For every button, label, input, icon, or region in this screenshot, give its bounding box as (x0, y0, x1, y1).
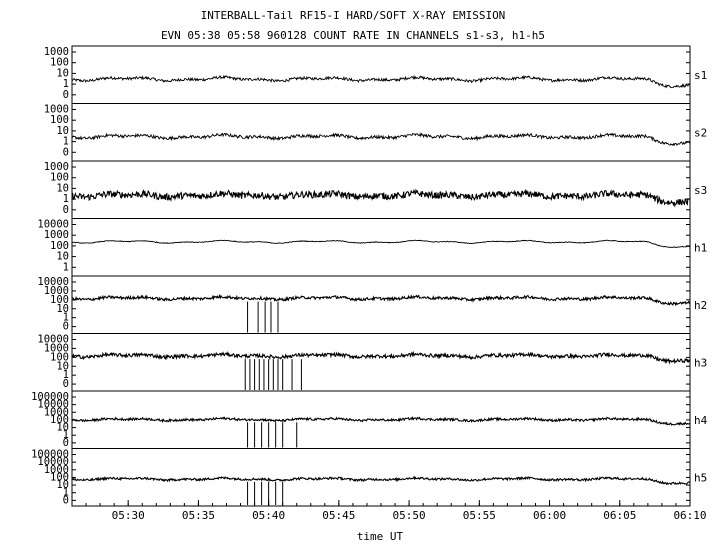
channel-label: h2 (694, 299, 707, 312)
channel-label: s3 (694, 184, 707, 197)
series-line-s2 (71, 132, 691, 147)
y-tick-label: 10000 (37, 456, 69, 468)
y-tick-label: 100 (50, 114, 69, 126)
y-tick-label: 100 (50, 172, 69, 184)
channel-label: h3 (694, 356, 707, 369)
x-tick-label: 06:10 (673, 509, 706, 522)
y-tick-label: 1 (63, 78, 69, 90)
y-tick-label: 1000 (44, 464, 69, 476)
y-tick-label: 0 (63, 437, 69, 449)
x-tick-label: 06:00 (533, 509, 566, 522)
chart-subtitle: EVN 05:38 05:58 960128 COUNT RATE IN CHA… (161, 29, 545, 42)
x-tick-label: 05:50 (393, 509, 426, 522)
panel-frame (71, 103, 691, 162)
channel-label: h1 (694, 241, 707, 254)
series-line-h5 (71, 475, 691, 486)
y-tick-label: 10 (56, 303, 69, 315)
y-tick-label: 1000 (44, 342, 69, 354)
panel-frame (71, 275, 691, 334)
y-tick-label: 1000 (44, 406, 69, 418)
y-tick-label: 1000 (44, 104, 69, 116)
y-tick-label: 1 (63, 136, 69, 148)
y-tick-label: 100000 (31, 391, 69, 403)
y-tick-label: 10000 (37, 219, 69, 231)
y-tick-label: 100 (50, 294, 69, 306)
y-tick-label: 0 (63, 321, 69, 333)
y-tick-label: 100 (50, 240, 69, 252)
y-tick-label: 1 (63, 487, 69, 499)
channel-label: h5 (694, 471, 707, 484)
y-tick-label: 100 (50, 471, 69, 483)
y-tick-label: 1 (63, 261, 69, 273)
series-line-s1 (71, 74, 691, 89)
y-tick-label: 0 (63, 89, 69, 101)
panel-frame (71, 160, 691, 219)
channel-label: s2 (694, 126, 707, 139)
y-tick-label: 10 (56, 67, 69, 79)
time-axis: 05:30 05:35 05:40 05:45 05:50 05:55 06:00 06:05… (71, 500, 707, 522)
panel-frame (71, 333, 691, 392)
series-line-h3 (71, 350, 691, 365)
y-tick-label: 10 (56, 125, 69, 137)
y-tick-label: 1000 (44, 229, 69, 241)
x-tick-label: 05:30 (112, 509, 145, 522)
y-tick-label: 1000 (44, 46, 69, 58)
y-tick-label: 1000 (44, 161, 69, 173)
y-tick-label: 0 (63, 146, 69, 158)
channel-panels: 10001001010s110001001010s210001001010s31… (31, 45, 708, 507)
y-tick-label: 100000 (31, 449, 69, 461)
panel-frame (71, 45, 691, 104)
y-tick-label: 1 (63, 429, 69, 441)
y-tick-label: 100 (50, 351, 69, 363)
x-tick-label: 05:35 (182, 509, 215, 522)
y-tick-label: 1 (63, 369, 69, 381)
channel-label: h4 (694, 414, 708, 427)
y-tick-label: 0 (63, 204, 69, 216)
x-axis-label: time UT (357, 530, 404, 543)
x-tick-label: 06:05 (603, 509, 636, 522)
y-tick-label: 100 (50, 414, 69, 426)
y-tick-label: 10 (56, 479, 69, 491)
y-tick-label: 1000 (44, 285, 69, 297)
channel-label: s1 (694, 69, 707, 82)
y-tick-label: 10 (56, 360, 69, 372)
y-tick-label: 0 (63, 494, 69, 506)
series-line-h4 (71, 415, 691, 426)
y-tick-label: 10 (56, 422, 69, 434)
x-tick-label: 05:40 (252, 509, 285, 522)
y-tick-label: 10000 (37, 334, 69, 346)
series-line-h1 (71, 239, 691, 249)
y-tick-label: 10 (56, 251, 69, 263)
y-tick-label: 1 (63, 193, 69, 205)
series-line-h2 (71, 293, 691, 307)
y-tick-label: 0 (63, 378, 69, 390)
y-tick-label: 100 (50, 57, 69, 69)
y-tick-label: 1 (63, 312, 69, 324)
y-tick-label: 10000 (37, 399, 69, 411)
series-line-s3 (71, 188, 691, 208)
x-tick-label: 05:55 (463, 509, 496, 522)
panel-frame (71, 218, 691, 277)
chart-title: INTERBALL-Tail RF15-I HARD/SOFT X-RAY EM… (201, 9, 506, 22)
y-tick-label: 10000 (37, 276, 69, 288)
x-tick-label: 05:45 (322, 509, 355, 522)
y-tick-label: 10 (56, 182, 69, 194)
